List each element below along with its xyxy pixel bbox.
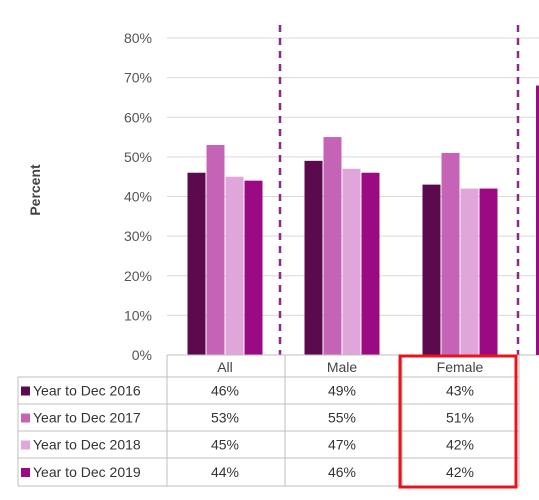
table-cell: 42% [446,464,474,480]
bar [361,172,380,355]
bar [536,85,539,356]
table-cell: 53% [211,410,239,426]
category-label: All [217,359,233,375]
category-label: Female [437,359,484,375]
bar [244,180,263,355]
legend-label: Year to Dec 2017 [33,410,141,426]
y-axis-title: Percent [27,164,43,216]
bar [206,144,225,355]
y-tick-label: 20% [124,268,152,284]
table-cell: 55% [328,410,356,426]
legend-swatch [21,468,30,477]
bar [441,152,460,355]
bar [304,160,323,355]
y-tick-label: 60% [124,109,152,125]
y-tick-label: 30% [124,228,152,244]
category-dividers [278,25,520,355]
table-cell: 46% [328,464,356,480]
table-cell: 44% [211,464,239,480]
bars [187,85,539,356]
data-table: All Male Female Year to Dec 2016 46% 49% 43% Ye… [17,354,520,487]
bar [460,188,479,355]
legend-label: Year to Dec 2016 [33,383,141,399]
y-tick-label: 80% [124,30,152,46]
legend-swatch [21,413,30,423]
y-tick-label: 40% [124,189,152,205]
table-cell: 49% [328,383,356,399]
y-axis-ticks: 0% 10% 20% 30% 40% 50% 60% 70% 80% [124,30,152,363]
table-cell: 47% [328,437,356,453]
category-label: Male [327,359,358,375]
table-cell: 45% [211,437,239,453]
y-tick-label: 10% [124,307,152,323]
legend-swatch [21,386,30,396]
bar [479,188,498,355]
bar [323,137,342,355]
legend-label: Year to Dec 2018 [33,437,141,453]
y-tick-label: 70% [124,70,152,86]
table-cell: 46% [211,383,239,399]
bar [422,184,441,355]
table-cell: 42% [446,437,474,453]
bar [225,176,244,355]
table-cell: 43% [446,383,474,399]
legend-swatch [21,440,30,450]
bar [187,172,206,355]
legend-label: Year to Dec 2019 [33,464,141,480]
table-cell: 51% [446,410,474,426]
bar [342,168,361,355]
female-highlight-box [398,354,518,489]
y-tick-label: 50% [124,149,152,165]
y-tick-label: 0% [132,347,152,363]
